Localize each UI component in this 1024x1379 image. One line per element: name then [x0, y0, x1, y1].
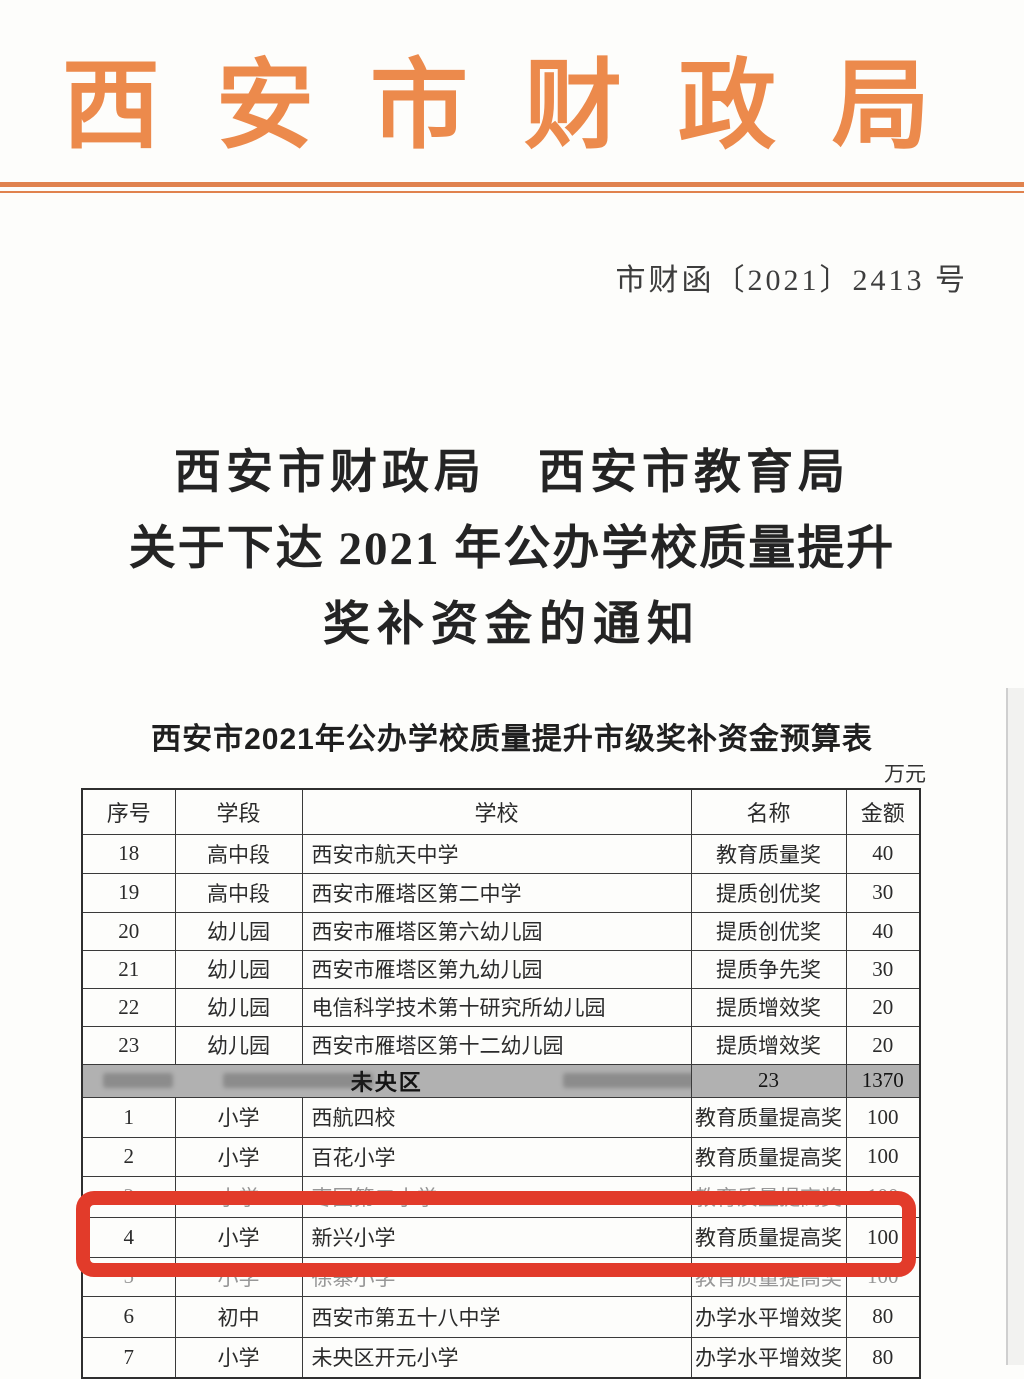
letterhead-char: 局 — [831, 52, 930, 161]
table-header-cell: 学段 — [174, 788, 303, 835]
letterhead-char: 财 — [523, 52, 622, 161]
document-title-line-1: 西安市财政局 西安市教育局 — [174, 447, 850, 499]
cell-no: 2 — [81, 1136, 176, 1177]
cell-school: 百花小学 — [301, 1136, 692, 1177]
cell-stage: 幼儿园 — [174, 1025, 303, 1065]
cell-award: 教育质量奖 — [690, 833, 847, 874]
cell-no: 21 — [81, 949, 176, 989]
cell-no: 19 — [81, 872, 176, 913]
cell-school: 电信科学技术第十研究所幼儿园 — [301, 987, 692, 1027]
letterhead-char: 政 — [677, 52, 776, 161]
cell-award: 提质争先奖 — [690, 949, 847, 989]
cell-amount: 20 — [845, 987, 921, 1027]
cell-award: 办学水平增效奖 — [690, 1295, 847, 1338]
letterhead-rule-thin — [0, 191, 1024, 193]
cell-amount: 100 — [845, 1096, 921, 1138]
scan-ghost-smudge — [103, 1072, 173, 1088]
scan-ghost-smudge — [223, 1072, 373, 1088]
doc-number: 市财函〔2021〕2413 号 — [615, 264, 968, 297]
section-amount-total: 1370 — [845, 1063, 921, 1098]
cell-stage: 小学 — [174, 1096, 303, 1138]
cell-stage: 幼儿园 — [174, 911, 303, 951]
cell-stage: 高中段 — [174, 872, 303, 913]
cell-stage: 小学 — [174, 1336, 303, 1379]
cell-school: 未央区开元小学 — [301, 1336, 692, 1379]
cell-amount: 80 — [845, 1295, 921, 1338]
letterhead-title: 西安市财政局 — [62, 44, 930, 169]
letterhead-char: 市 — [369, 52, 468, 161]
cell-no: 6 — [81, 1295, 176, 1338]
cell-amount: 100 — [845, 1136, 921, 1177]
cell-stage: 幼儿园 — [174, 987, 303, 1027]
cell-stage: 小学 — [174, 1216, 303, 1258]
table-row: 22 幼儿园 电信科学技术第十研究所幼儿园 提质增效奖 20 — [81, 987, 921, 1027]
cell-award: 提质增效奖 — [690, 1025, 847, 1065]
table-row: 6 初中 西安市第五十八中学 办学水平增效奖 80 — [81, 1295, 921, 1338]
document-title-line-2: 关于下达 2021 年公办学校质量提升 — [128, 523, 896, 575]
table-row: 18 高中段 西安市航天中学 教育质量奖 40 — [81, 833, 921, 874]
cell-no: 18 — [81, 833, 176, 874]
cell-stage: 初中 — [174, 1295, 303, 1338]
cell-stage: 幼儿园 — [174, 949, 303, 989]
cell-amount: 30 — [845, 872, 921, 913]
cell-amount: 30 — [845, 949, 921, 989]
cell-stage: 高中段 — [174, 833, 303, 874]
table-header-cell: 学校 — [301, 788, 692, 835]
cell-award: 教育质量提高奖 — [690, 1136, 847, 1177]
cell-no: 4 — [81, 1216, 176, 1258]
cell-amount: 40 — [845, 833, 921, 874]
cell-award: 提质增效奖 — [690, 987, 847, 1027]
table-header-cell: 名称 — [690, 788, 847, 835]
cell-school: 西安市雁塔区第十二幼儿园 — [301, 1025, 692, 1065]
table-row: 7 小学 未央区开元小学 办学水平增效奖 80 — [81, 1336, 921, 1379]
scan-ghost-smudge — [563, 1072, 690, 1088]
table-header-cell: 金额 — [845, 788, 921, 835]
cell-school: 西安市雁塔区第二中学 — [301, 872, 692, 913]
cell-award: 提质创优奖 — [690, 911, 847, 951]
highlight-box — [76, 1191, 916, 1277]
cell-amount: 20 — [845, 1025, 921, 1065]
cell-school: 西安市第五十八中学 — [301, 1295, 692, 1338]
cell-school: 西安市雁塔区第六幼儿园 — [301, 911, 692, 951]
section-school-count: 23 — [690, 1063, 847, 1098]
cell-school: 西安市航天中学 — [301, 833, 692, 874]
cell-award: 提质创优奖 — [690, 872, 847, 913]
cell-amount: 80 — [845, 1336, 921, 1379]
cell-no: 23 — [81, 1025, 176, 1065]
table-row: 20 幼儿园 西安市雁塔区第六幼儿园 提质创优奖 40 — [81, 911, 921, 951]
table-row: 2 小学 百花小学 教育质量提高奖 100 — [81, 1136, 921, 1177]
scan-edge-artifact — [1006, 688, 1024, 1365]
budget-table: 序号 学段 学校 名称 金额 18 高中段 西安市航天中学 教育质量奖 40 19 高中段 西安市雁塔… — [81, 788, 921, 1379]
cell-no: 20 — [81, 911, 176, 951]
table-row: 19 高中段 西安市雁塔区第二中学 提质创优奖 30 — [81, 872, 921, 913]
document-title-line-3: 奖补资金的通知 — [323, 599, 701, 651]
cell-no: 1 — [81, 1096, 176, 1138]
cell-award: 教育质量提高奖 — [690, 1216, 847, 1258]
table-row: 21 幼儿园 西安市雁塔区第九幼儿园 提质争先奖 30 — [81, 949, 921, 989]
cell-stage: 小学 — [174, 1136, 303, 1177]
table-row: 1 小学 西航四校 教育质量提高奖 100 — [81, 1096, 921, 1138]
letterhead-rule-thick — [0, 182, 1024, 187]
letterhead-char: 安 — [215, 52, 314, 161]
unit-note: 万元 — [884, 762, 926, 786]
cell-amount: 40 — [845, 911, 921, 951]
section-label: 未央区 — [81, 1063, 692, 1098]
cell-school: 西航四校 — [301, 1096, 692, 1138]
letterhead-char: 西 — [62, 52, 161, 161]
table-title: 西安市2021年公办学校质量提升市级奖补资金预算表 — [151, 723, 873, 756]
table-header-cell: 序号 — [81, 788, 176, 835]
table-header-row: 序号 学段 学校 名称 金额 — [81, 788, 921, 835]
cell-no: 7 — [81, 1336, 176, 1379]
cell-award: 教育质量提高奖 — [690, 1096, 847, 1138]
cell-school: 西安市雁塔区第九幼儿园 — [301, 949, 692, 989]
section-band-row: 未央区 23 1370 — [81, 1063, 921, 1098]
table-row: 23 幼儿园 西安市雁塔区第十二幼儿园 提质增效奖 20 — [81, 1025, 921, 1065]
cell-award: 办学水平增效奖 — [690, 1336, 847, 1379]
cell-no: 22 — [81, 987, 176, 1027]
